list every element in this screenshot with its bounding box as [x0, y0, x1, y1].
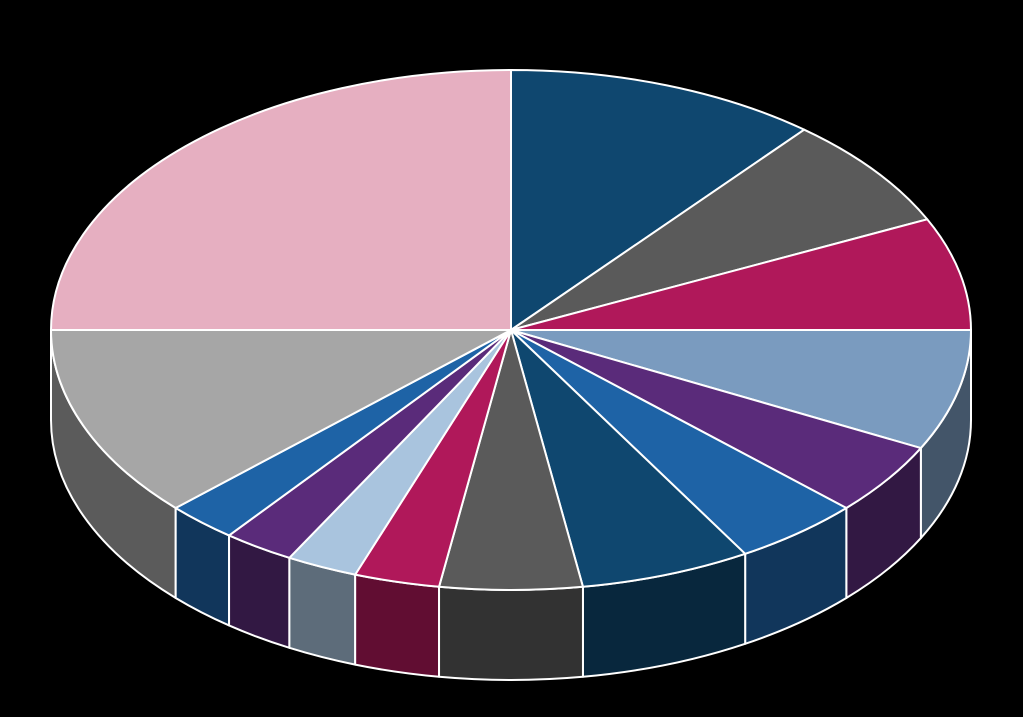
pie-slice — [51, 70, 511, 330]
pie-3d-chart — [0, 0, 1023, 717]
pie-side — [439, 587, 583, 680]
pie-side — [289, 558, 355, 665]
pie-side — [355, 575, 439, 677]
pie-tops — [51, 70, 971, 590]
